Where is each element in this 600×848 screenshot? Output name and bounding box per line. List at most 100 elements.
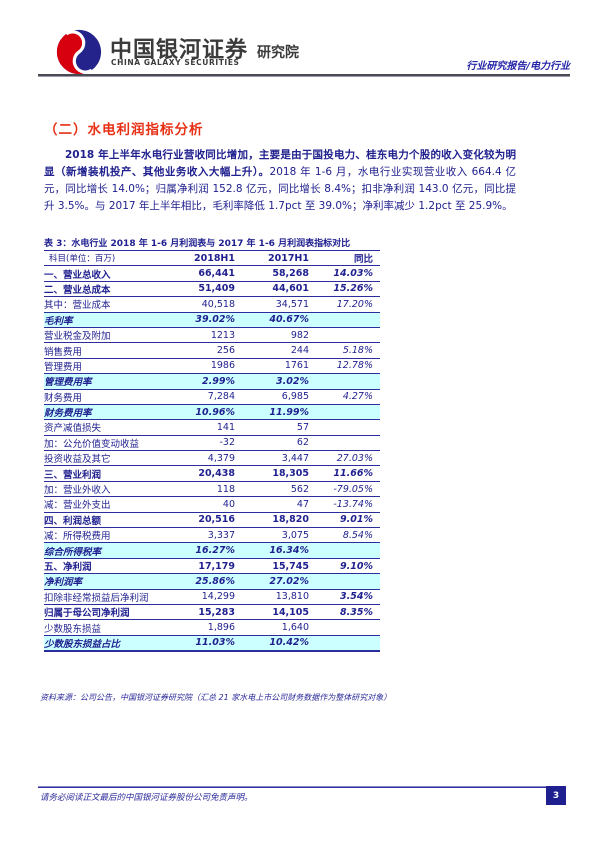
- value-2017h1: 6,985: [235, 389, 309, 405]
- value-2017h1: 58,268: [235, 265, 309, 282]
- row-label: 净利润率: [44, 573, 176, 590]
- value-yoy: 15.26%: [309, 281, 380, 298]
- value-2018h1: 1,896: [176, 619, 235, 636]
- value-2017h1: 1761: [235, 358, 309, 375]
- table-row: 投资收益及其它 4,379 3,447 27.03%: [44, 450, 380, 467]
- value-yoy: 8.35%: [309, 604, 380, 621]
- row-label: 加：公允价值变动收益: [44, 435, 176, 452]
- value-2018h1: 20,438: [176, 465, 235, 482]
- table-row: 扣除非经常损益后净利润 14,299 13,810 3.54%: [44, 589, 380, 605]
- row-label: 归属于母公司净利润: [44, 604, 176, 621]
- row-label: 其中：营业成本: [44, 296, 176, 313]
- value-2018h1: 40: [176, 496, 235, 513]
- value-yoy: [309, 419, 380, 436]
- row-label: 加：营业外收入: [44, 481, 176, 498]
- value-2018h1: -32: [176, 435, 235, 452]
- value-yoy: [309, 404, 380, 421]
- table-row: 三、营业利润 20,438 18,305 11.66%: [44, 465, 380, 482]
- brand-en: CHINA GALAXY SECURITIES: [111, 58, 240, 67]
- row-label: 毛利率: [44, 312, 176, 328]
- value-2017h1: 57: [235, 419, 309, 436]
- table-row: 毛利率 39.02% 40.67%: [44, 312, 380, 328]
- value-2017h1: 34,571: [235, 296, 309, 313]
- value-2018h1: 14,299: [176, 589, 235, 605]
- value-2018h1: 17,179: [176, 558, 235, 575]
- column-header-2018h1: 2018H1: [176, 250, 235, 267]
- paragraph-bold-segment: 2018 年上半年水电行业营收同比增加，主要是由于国投电力、桂东电力个股的收入变…: [44, 149, 516, 178]
- value-yoy: [309, 542, 380, 559]
- row-label: 财务费用率: [44, 404, 176, 421]
- value-yoy: [309, 312, 380, 328]
- row-label: 管理费用率: [44, 373, 176, 390]
- table-row: 管理费用 1986 1761 12.78%: [44, 358, 380, 375]
- value-yoy: 8.54%: [309, 527, 380, 544]
- value-2017h1: 14,105: [235, 604, 309, 621]
- table-row: 少数股东损益占比 11.03% 10.42%: [44, 635, 380, 652]
- value-2018h1: 10.96%: [176, 404, 235, 421]
- value-2017h1: 18,305: [235, 465, 309, 482]
- row-label: 减：所得税费用: [44, 527, 176, 544]
- table-row: 销售费用 256 244 5.18%: [44, 342, 380, 359]
- report-type-label: 行业研究报告/电力行业: [466, 61, 570, 72]
- value-yoy: 9.01%: [309, 512, 380, 529]
- value-2017h1: 15,745: [235, 558, 309, 575]
- value-2017h1: 562: [235, 481, 309, 498]
- row-label: 少数股东损益占比: [44, 635, 176, 652]
- value-2017h1: 3.02%: [235, 373, 309, 390]
- table-row: 二、营业总成本 51,409 44,601 15.26%: [44, 281, 380, 298]
- column-header-subject: 科目(单位：百万): [44, 250, 176, 267]
- value-2017h1: 244: [235, 342, 309, 359]
- row-label: 减：营业外支出: [44, 496, 176, 513]
- row-label: 销售费用: [44, 342, 176, 359]
- value-yoy: [309, 435, 380, 452]
- value-2017h1: 40.67%: [235, 312, 309, 328]
- table-row: 减：营业外支出 40 47 -13.74%: [44, 496, 380, 513]
- body-paragraph: 2018 年上半年水电行业营收同比增加，主要是由于国投电力、桂东电力个股的收入变…: [44, 147, 516, 215]
- value-2018h1: 11.03%: [176, 635, 235, 652]
- table-row: 加：公允价值变动收益 -32 62: [44, 435, 380, 452]
- galaxy-securities-logo-icon: [56, 29, 102, 75]
- value-2018h1: 1986: [176, 358, 235, 375]
- table-header-row: 科目(单位：百万) 2018H1 2017H1 同比: [44, 250, 380, 267]
- value-2018h1: 16.27%: [176, 542, 235, 559]
- table-row: 加：营业外收入 118 562 -79.05%: [44, 481, 380, 498]
- table-row: 财务费用 7,284 6,985 4.27%: [44, 389, 380, 405]
- value-yoy: -79.05%: [309, 481, 380, 498]
- page-number-badge: 3: [546, 786, 566, 805]
- profit-table: 科目(单位：百万) 2018H1 2017H1 同比 一、营业总收入 66,441…: [44, 250, 380, 652]
- value-2017h1: 44,601: [235, 281, 309, 298]
- brand-cn: 中国银河证券: [110, 38, 249, 63]
- paragraph-rest-segment: 2018 年 1-6 月，水电行业实现营业收入 664.4 亿元，同比增长 14…: [44, 166, 516, 212]
- value-2018h1: 118: [176, 481, 235, 498]
- table-row: 资产减值损失 141 57: [44, 419, 380, 436]
- value-2017h1: 982: [235, 327, 309, 344]
- value-2018h1: 1213: [176, 327, 235, 344]
- row-label: 五、净利润: [44, 558, 176, 575]
- column-header-2017h1: 2017H1: [235, 250, 309, 267]
- column-header-yoy: 同比: [309, 250, 380, 267]
- row-label: 投资收益及其它: [44, 450, 176, 467]
- value-2018h1: 25.86%: [176, 573, 235, 590]
- value-2017h1: 10.42%: [235, 635, 309, 652]
- table-row: 减：所得税费用 3,337 3,075 8.54%: [44, 527, 380, 544]
- table-row: 管理费用率 2.99% 3.02%: [44, 373, 380, 390]
- table-row: 归属于母公司净利润 15,283 14,105 8.35%: [44, 604, 380, 621]
- row-label: 三、营业利润: [44, 465, 176, 482]
- value-yoy: 27.03%: [309, 450, 380, 467]
- table-row: 综合所得税率 16.27% 16.34%: [44, 542, 380, 559]
- page-header: 中国银河证券 研究院 CHINA GALAXY SECURITIES 行业研究报告…: [0, 0, 600, 78]
- value-yoy: 4.27%: [309, 389, 380, 405]
- row-label: 四、利润总额: [44, 512, 176, 529]
- value-2018h1: 4,379: [176, 450, 235, 467]
- value-yoy: 9.10%: [309, 558, 380, 575]
- value-yoy: [309, 619, 380, 636]
- table-row: 一、营业总收入 66,441 58,268 14.03%: [44, 265, 380, 282]
- value-2017h1: 27.02%: [235, 573, 309, 590]
- value-2018h1: 39.02%: [176, 312, 235, 328]
- row-label: 扣除非经常损益后净利润: [44, 589, 176, 605]
- value-yoy: 11.66%: [309, 465, 380, 482]
- brand-suffix: 研究院: [257, 45, 300, 61]
- brand-text: 中国银河证券 研究院: [110, 32, 299, 64]
- value-2017h1: 16.34%: [235, 542, 309, 559]
- table-row: 净利润率 25.86% 27.02%: [44, 573, 380, 590]
